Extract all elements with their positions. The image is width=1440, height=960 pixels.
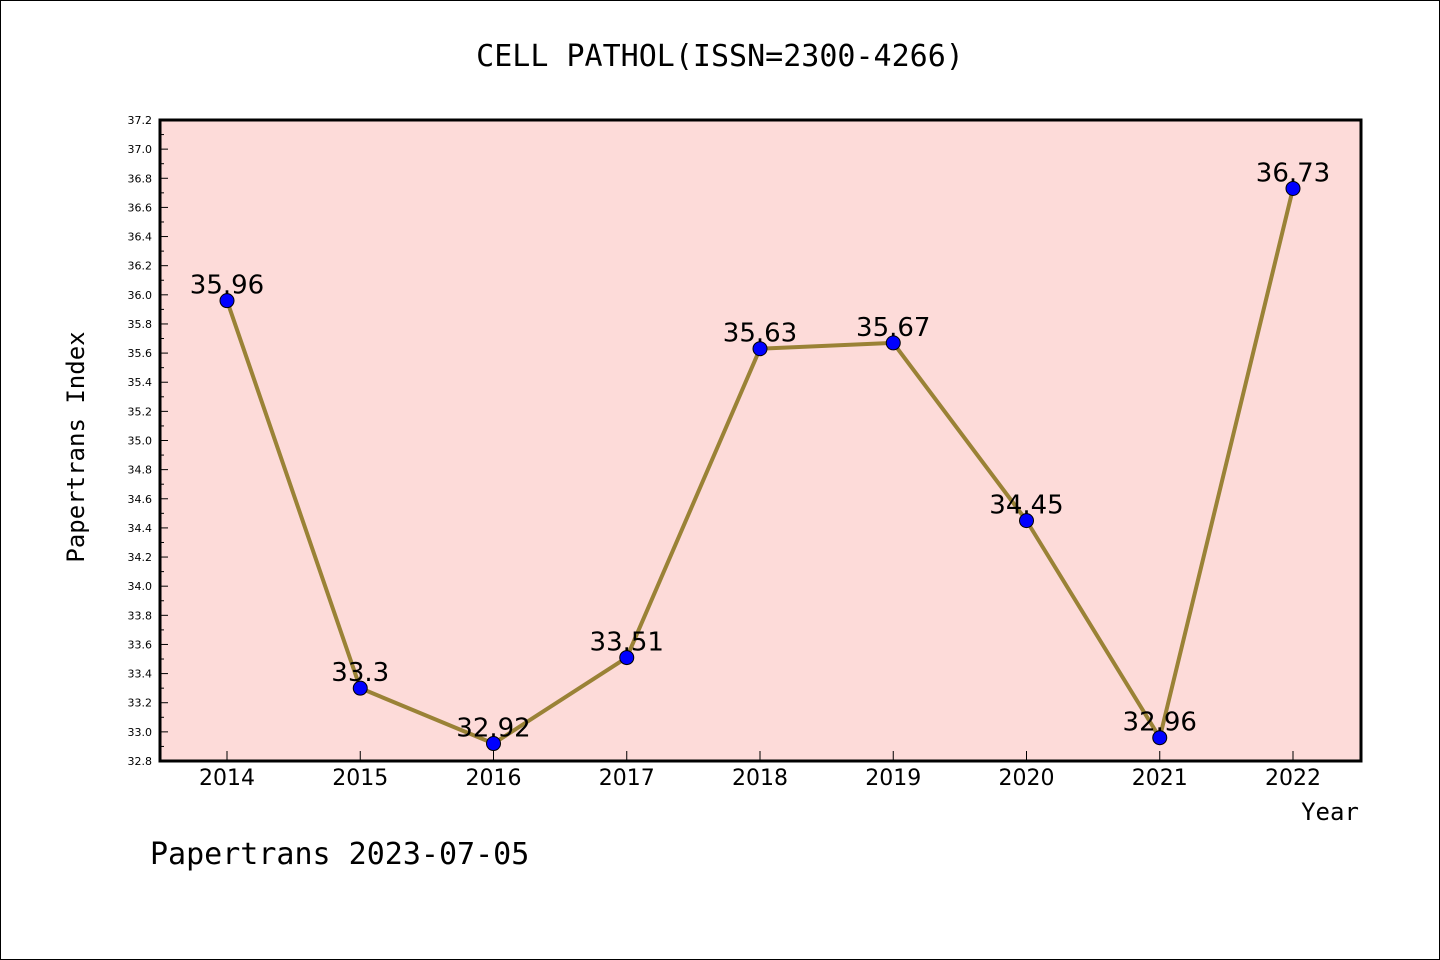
data-label: 35.67 xyxy=(856,313,930,343)
data-point xyxy=(619,650,635,666)
y-tick-label: 36.4 xyxy=(128,231,153,244)
series-layer: 35.96 33.3 32.92 33.51 35.63 35.67 34.45 32.96 3… xyxy=(190,158,1330,752)
y-tick-label: 34.8 xyxy=(128,464,153,477)
y-tick-label: 34.6 xyxy=(128,493,153,506)
data-point xyxy=(1152,730,1168,746)
y-tick-label: 37.2 xyxy=(128,114,153,127)
x-tick-label: 2016 xyxy=(466,766,522,791)
data-point xyxy=(1019,513,1034,529)
data-label: 34.45 xyxy=(989,491,1063,521)
x-tick-label: 2017 xyxy=(599,766,655,791)
y-tick-label: 35.0 xyxy=(128,435,153,448)
y-tick-label: 33.8 xyxy=(128,609,153,622)
y-tick-label: 37.0 xyxy=(128,143,153,156)
x-tick-label: 2018 xyxy=(732,766,788,791)
y-tick-label: 35.8 xyxy=(128,318,153,331)
data-point xyxy=(352,680,368,696)
y-tick-label: 33.6 xyxy=(128,638,153,651)
x-tick-label: 2014 xyxy=(199,766,255,791)
footer-text: Papertrans 2023-07-05 xyxy=(150,837,529,872)
data-point xyxy=(752,341,768,357)
plot-area xyxy=(158,118,1363,763)
y-tick-label: 36.8 xyxy=(128,172,153,185)
y-axis-label: Papertrans Index xyxy=(62,331,90,562)
chart-title: CELL PATHOL(ISSN=2300-4266) xyxy=(476,39,964,74)
y-tick-label: 36.2 xyxy=(128,260,153,273)
y-tick-label: 35.4 xyxy=(128,376,153,389)
y-tick-label: 35.6 xyxy=(128,347,153,360)
x-tick-label: 2020 xyxy=(999,766,1055,791)
data-point xyxy=(486,736,501,752)
y-tick-label: 32.8 xyxy=(128,755,153,768)
y-tick-label: 34.0 xyxy=(128,580,153,593)
data-label: 32.96 xyxy=(1123,708,1197,738)
y-tick-label: 33.2 xyxy=(128,697,153,710)
x-tick-label: 2022 xyxy=(1265,766,1321,791)
y-tick-label: 33.0 xyxy=(128,726,153,739)
data-label: 35.63 xyxy=(723,319,797,349)
data-point xyxy=(1285,180,1301,196)
y-tick-label: 34.4 xyxy=(128,522,153,535)
data-label: 32.92 xyxy=(456,714,530,744)
y-tick-label: 34.2 xyxy=(128,551,153,564)
y-tick-label: 35.2 xyxy=(128,405,153,418)
y-tick-label: 36.6 xyxy=(128,201,153,214)
data-label: 33.3 xyxy=(331,658,389,688)
x-axis-label: Year xyxy=(1301,798,1359,826)
data-point xyxy=(219,293,235,309)
y-axis: 32.8 33.0 33.2 33.4 33.6 33.8 34.0 34.2 34.4 34.6… xyxy=(128,114,168,768)
y-tick-label: 36.0 xyxy=(128,289,153,302)
data-label: 36.73 xyxy=(1256,158,1330,188)
data-label: 35.96 xyxy=(190,271,264,301)
x-tick-label: 2021 xyxy=(1132,766,1188,791)
x-tick-label: 2019 xyxy=(865,766,921,791)
y-tick-label: 33.4 xyxy=(128,668,153,681)
x-axis: 2014 2015 2016 2017 2018 2019 2020 2021 2022 xyxy=(199,751,1321,791)
data-label: 33.51 xyxy=(590,628,664,658)
x-tick-label: 2015 xyxy=(332,766,388,791)
data-point xyxy=(885,335,901,351)
